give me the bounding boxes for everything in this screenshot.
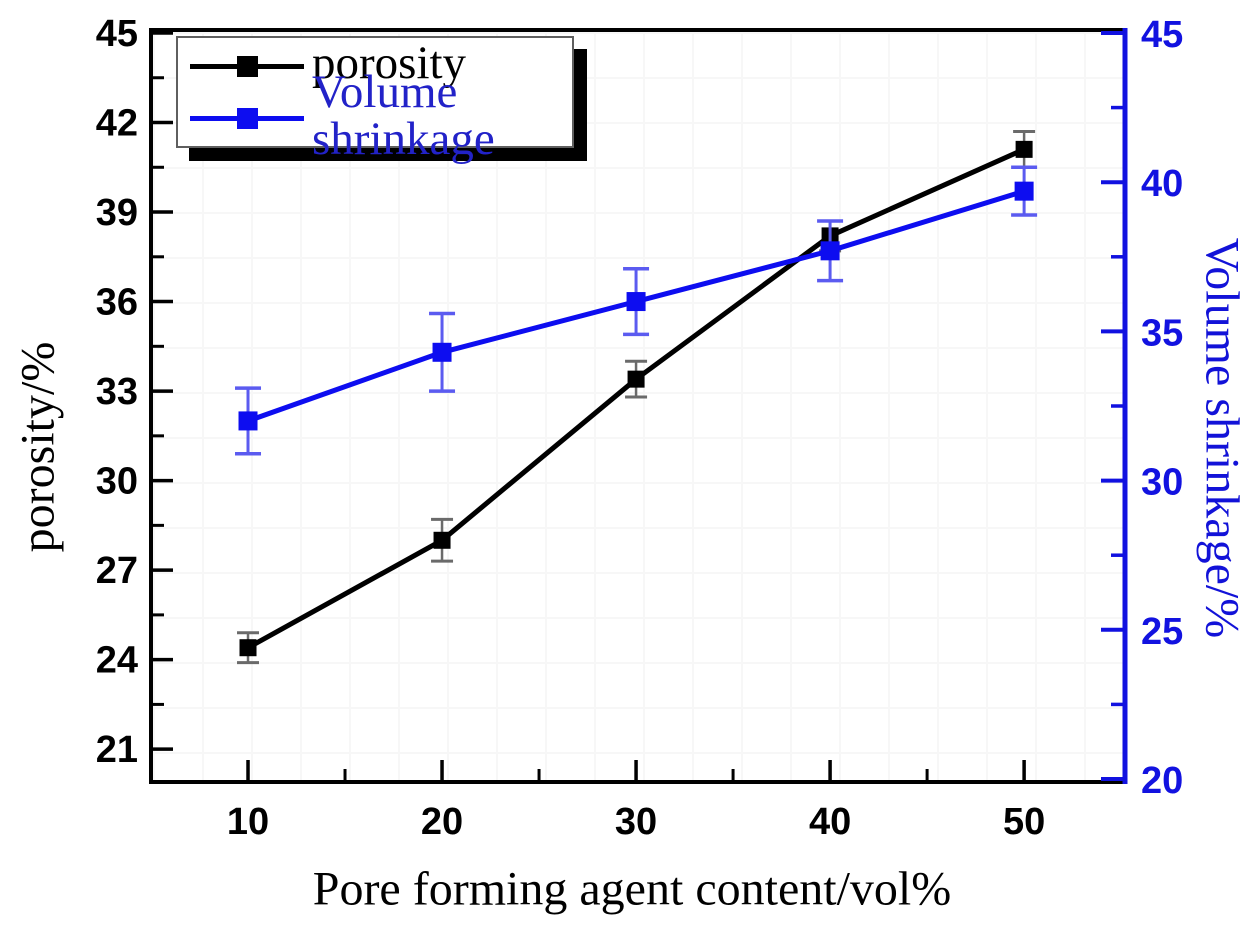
porosity-marker bbox=[433, 531, 451, 549]
y-right-tick-label: 25 bbox=[1141, 611, 1183, 653]
x-tick-label: 30 bbox=[615, 801, 657, 843]
volume-shrinkage-marker bbox=[626, 292, 646, 312]
porosity-marker bbox=[1015, 140, 1033, 158]
volume-shrinkage-marker bbox=[1014, 181, 1034, 201]
porosity-legend-marker-icon bbox=[190, 53, 304, 79]
porosity-marker bbox=[239, 639, 257, 657]
plot-gridlines bbox=[153, 32, 1123, 780]
x-tick-label: 10 bbox=[227, 801, 269, 843]
y-right-tick-label: 40 bbox=[1141, 163, 1183, 205]
y-right-tick-label: 45 bbox=[1141, 14, 1183, 56]
volume-shrinkage-legend-marker-icon bbox=[190, 105, 304, 131]
y-left-tick-label: 33 bbox=[96, 371, 138, 413]
y-left-tick-label: 39 bbox=[96, 192, 138, 234]
y-left-tick-label: 27 bbox=[96, 550, 138, 592]
y-left-tick-label: 36 bbox=[96, 282, 138, 324]
volume-shrinkage-marker bbox=[238, 411, 258, 431]
y-left-tick-label: 42 bbox=[96, 103, 138, 145]
y-right-tick-label: 30 bbox=[1141, 462, 1183, 504]
legend-box: porosity Volume shrinkage bbox=[176, 36, 574, 163]
x-tick-label: 50 bbox=[1003, 801, 1045, 843]
y-left-tick-label: 21 bbox=[96, 729, 138, 771]
legend-label-porosity: porosity bbox=[312, 37, 467, 90]
y-left-tick-label: 45 bbox=[96, 13, 138, 55]
legend-item-volume-shrinkage: Volume shrinkage bbox=[178, 69, 572, 163]
y-right-axis-title: Volume shrinkage/% bbox=[1195, 237, 1249, 639]
legend-item-porosity: porosity bbox=[178, 37, 572, 91]
legend-label-volume-shrinkage: Volume shrinkage bbox=[312, 66, 495, 166]
volume-shrinkage-marker bbox=[820, 241, 840, 261]
x-tick-label: 40 bbox=[809, 801, 851, 843]
x-axis-title: Pore forming agent content/vol% bbox=[312, 862, 952, 916]
y-left-tick-label: 24 bbox=[96, 640, 138, 682]
porosity-marker bbox=[627, 370, 645, 388]
y-right-tick-label: 20 bbox=[1141, 760, 1183, 802]
y-left-tick-label: 30 bbox=[96, 461, 138, 503]
x-tick-label: 20 bbox=[421, 801, 463, 843]
y-left-axis-title: porosity/% bbox=[11, 341, 65, 553]
y-right-tick-label: 35 bbox=[1141, 312, 1183, 354]
volume-shrinkage-marker bbox=[432, 342, 452, 362]
